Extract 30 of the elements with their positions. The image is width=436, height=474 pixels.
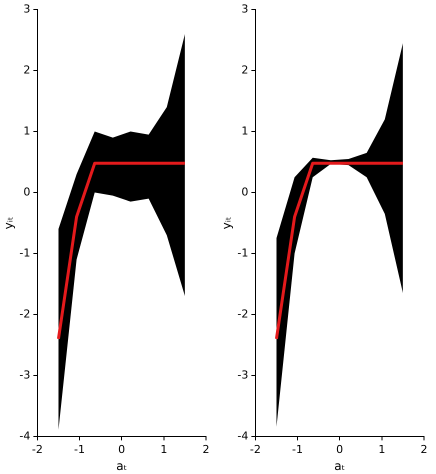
x-tick-label: 2 (202, 442, 210, 456)
x-tick-label: -1 (292, 442, 304, 456)
x-axis-title: aₜ (116, 458, 128, 473)
y-tick-label: -4 (19, 429, 30, 442)
x-tick-label: -2 (32, 442, 43, 456)
y-tick-label: 2 (23, 63, 30, 76)
y-tick-label: -4 (237, 429, 248, 442)
y-tick-label: 1 (23, 124, 30, 138)
y-tick-label: -1 (19, 246, 30, 260)
y-tick-label: -3 (19, 368, 30, 382)
y-tick-label: 1 (241, 124, 248, 138)
x-tick-label: 0 (118, 442, 126, 456)
y-tick-label: -2 (237, 307, 248, 320)
y-axis-title: yᵢₜ (1, 216, 16, 230)
y-tick-label: -3 (237, 368, 248, 382)
x-tick-label: 1 (378, 442, 386, 456)
x-tick-label: 0 (336, 442, 344, 456)
x-tick-label: -1 (74, 442, 86, 456)
x-tick-label: 2 (420, 442, 428, 456)
y-tick-label: 0 (241, 185, 248, 198)
y-tick-label: -1 (237, 246, 248, 260)
y-tick-label: 3 (23, 2, 30, 16)
y-tick-label: 2 (241, 63, 248, 76)
x-tick-label: 1 (160, 442, 168, 456)
x-tick-label: -2 (250, 442, 261, 456)
y-tick-label: 3 (241, 2, 248, 16)
y-tick-label: 0 (23, 185, 30, 198)
x-axis-title: aₜ (334, 458, 346, 473)
y-axis-title: yᵢₜ (219, 216, 234, 230)
y-tick-label: -2 (19, 307, 30, 320)
